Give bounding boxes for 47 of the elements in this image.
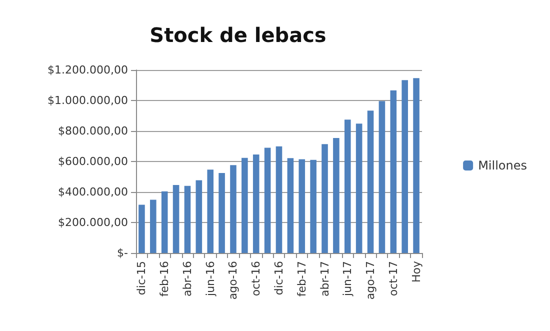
bar xyxy=(138,204,145,253)
bar xyxy=(276,146,282,253)
bar xyxy=(161,191,168,253)
x-tick-label: dic-16 xyxy=(272,261,286,296)
x-tick-label: abr-16 xyxy=(180,261,194,297)
bar xyxy=(333,138,340,253)
bar xyxy=(356,124,362,253)
bar xyxy=(310,160,316,253)
chart-title: Stock de lebacs xyxy=(150,23,326,47)
y-tick-label: $400.000,00 xyxy=(58,186,128,198)
bar xyxy=(264,148,271,253)
x-tick-label: oct-16 xyxy=(250,261,263,296)
x-tick-label: jun-17 xyxy=(341,261,354,297)
y-tick-label: $- xyxy=(117,246,128,260)
y-tick-label: $800.000,00 xyxy=(58,124,128,138)
y-tick-label: $200.000,00 xyxy=(58,216,128,229)
x-tick-label: jun-16 xyxy=(204,261,217,297)
bar xyxy=(390,90,397,253)
bar xyxy=(287,158,294,253)
bar xyxy=(322,144,328,253)
bar xyxy=(367,110,374,253)
bar xyxy=(150,200,156,253)
bar xyxy=(207,170,214,253)
x-tick-label: Hoy xyxy=(410,260,423,283)
y-tick-label: $1.200.000,00 xyxy=(48,64,128,76)
bar xyxy=(252,154,260,253)
bar xyxy=(344,120,351,253)
y-tick-label: $1.000.000,00 xyxy=(48,94,128,107)
bar xyxy=(402,80,408,253)
bar xyxy=(218,172,225,253)
x-tick-label: oct-17 xyxy=(386,261,400,296)
bar xyxy=(413,78,420,253)
bar xyxy=(378,101,386,253)
x-tick-label: feb-16 xyxy=(158,261,172,297)
x-tick-label: abr-17 xyxy=(318,261,332,297)
y-tick-label: $600.000,00 xyxy=(58,155,128,168)
x-tick-label: dic-15 xyxy=(135,261,148,296)
bar xyxy=(242,158,248,253)
bar xyxy=(172,184,180,253)
bar xyxy=(230,165,236,253)
bar xyxy=(184,186,191,253)
bar xyxy=(298,159,306,253)
x-tick-label: ago-17 xyxy=(364,261,378,300)
legend-label: Millones xyxy=(478,158,527,172)
x-tick-label: feb-17 xyxy=(295,261,308,297)
x-tick-label: ago-16 xyxy=(226,261,240,300)
bar xyxy=(196,180,202,253)
